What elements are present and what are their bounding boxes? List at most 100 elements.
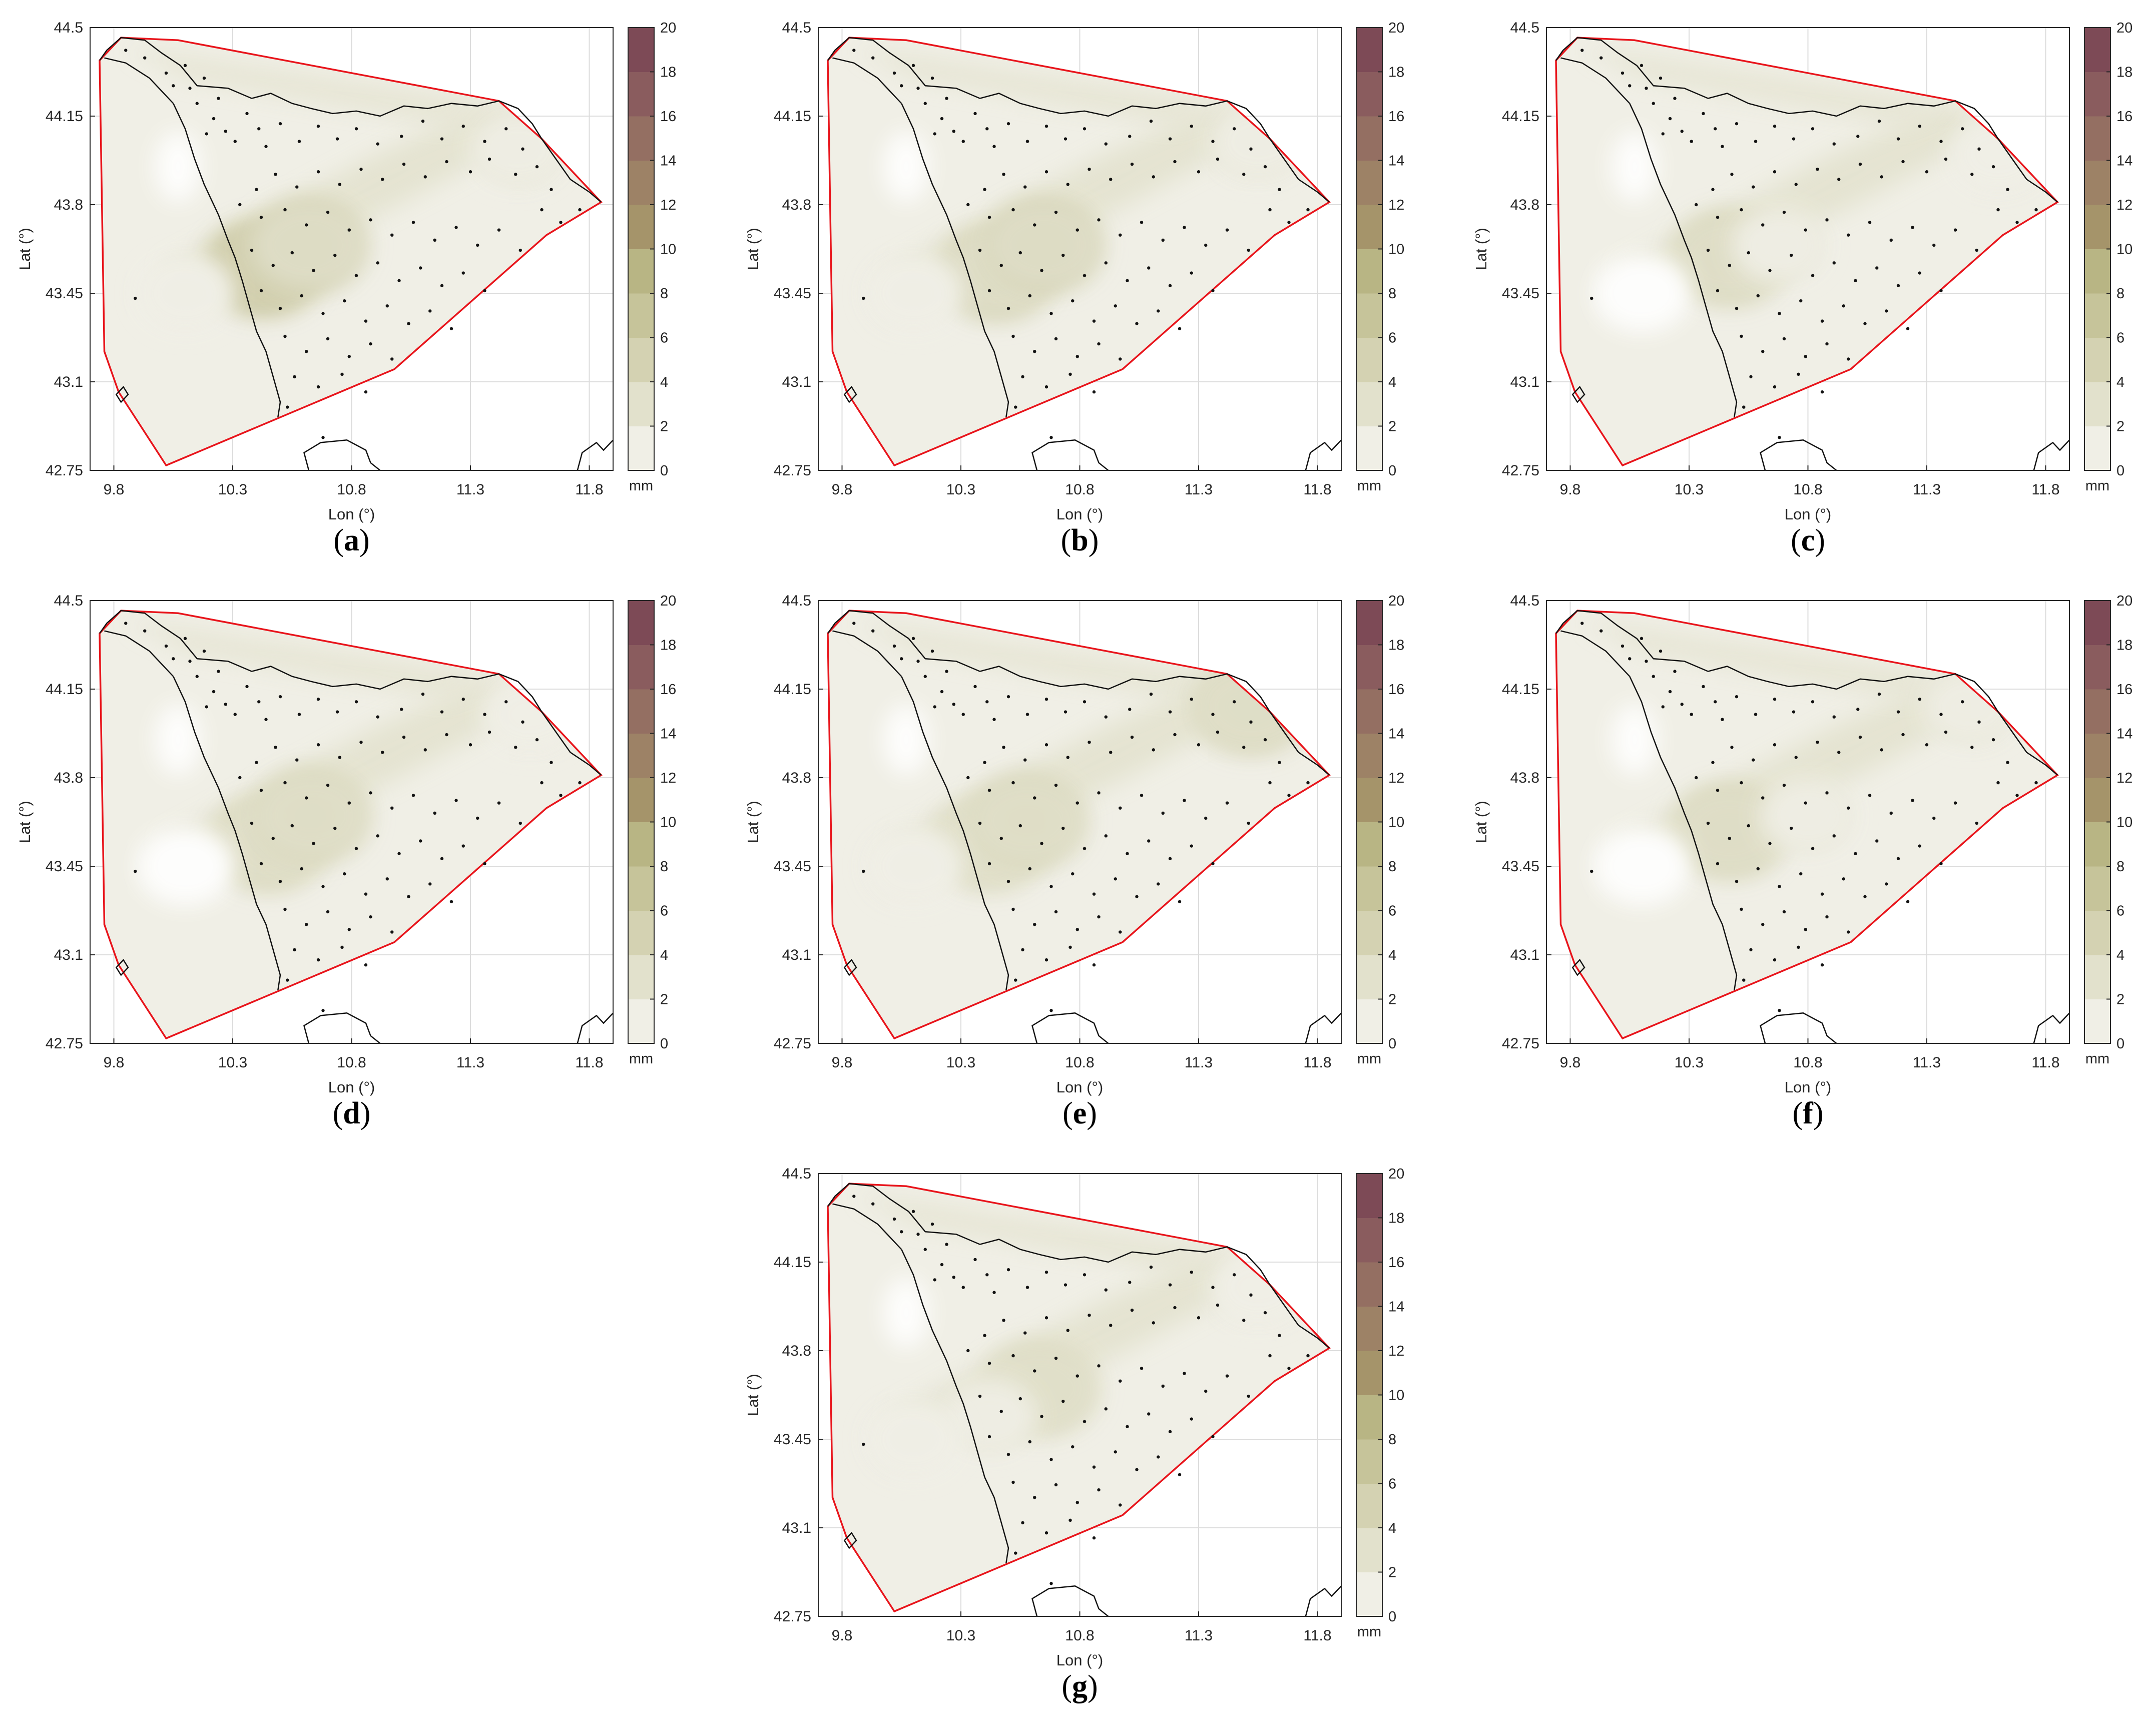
- station-point: [238, 203, 242, 207]
- station-point: [1816, 741, 1819, 744]
- colorbar-tick-label: 2: [2116, 992, 2124, 1008]
- colorbar-tick-label: 12: [1388, 770, 1404, 786]
- station-point: [390, 806, 394, 810]
- station-point: [978, 248, 982, 252]
- station-point: [871, 629, 875, 633]
- rain-map-g: 9.8 10.3 10.8 11.3 11.8 42.75 43.1 43.45 43.8 44.…: [744, 1166, 1404, 1669]
- station-point: [497, 801, 501, 805]
- station-point: [293, 948, 296, 952]
- colorbar-tick-label: 20: [2116, 20, 2132, 36]
- y-tick-label: 43.8: [1510, 770, 1539, 786]
- colorbar-unit-label: mm: [629, 478, 653, 494]
- station-point: [1885, 882, 1888, 886]
- colorbar-tick-label: 12: [660, 770, 676, 786]
- y-tick-label: 43.8: [782, 770, 811, 786]
- colorbar-tick-label: 8: [660, 286, 668, 302]
- station-point: [1773, 743, 1777, 747]
- panel-caption-letter: c: [1801, 523, 1815, 557]
- station-point: [1104, 715, 1108, 719]
- station-point: [1249, 147, 1253, 151]
- station-point: [1939, 862, 1943, 866]
- colorbar-tick-label: 14: [1388, 1299, 1404, 1315]
- station-point: [952, 1276, 955, 1279]
- coastline: [99, 610, 613, 1043]
- y-tick-label: 44.5: [54, 20, 83, 36]
- station-point: [224, 130, 227, 133]
- station-point: [1211, 1286, 1215, 1289]
- stations: [1580, 49, 2038, 439]
- station-point: [983, 761, 986, 764]
- colorbar-segment: [628, 293, 654, 338]
- station-point: [1190, 698, 1193, 701]
- station-point: [1268, 781, 1272, 785]
- station-point: [1749, 375, 1753, 379]
- x-tick-label: 10.3: [218, 481, 247, 498]
- rain-band-north: [126, 48, 494, 124]
- colorbar-tick-label: 10: [1388, 1388, 1404, 1404]
- station-point: [1875, 266, 1879, 270]
- station-point: [1216, 157, 1220, 161]
- station-point: [1119, 1379, 1122, 1383]
- y-tick-label: 43.1: [54, 947, 83, 963]
- station-point: [1190, 844, 1193, 848]
- station-point: [381, 751, 384, 754]
- colorbar-segment: [2084, 72, 2110, 117]
- colorbar-segment: [628, 249, 654, 294]
- station-point: [1856, 708, 1860, 711]
- colorbar-tick-label: 10: [1388, 815, 1404, 831]
- station-point: [305, 223, 308, 227]
- rain-field-e: [828, 611, 1330, 1038]
- coastline: [1555, 610, 2069, 1043]
- station-point: [1135, 1468, 1139, 1471]
- colorbar-tick-label: 16: [2116, 109, 2132, 125]
- station-point: [1066, 756, 1069, 759]
- station-point: [295, 758, 299, 762]
- station-point: [1832, 261, 1836, 265]
- rain-band-north: [854, 621, 1223, 697]
- station-point: [347, 928, 351, 931]
- x-axis-label: Lon (°): [1056, 1078, 1103, 1096]
- station-point: [945, 97, 948, 100]
- colorbar-tick-label: 4: [2116, 947, 2124, 963]
- station-point: [1130, 1308, 1134, 1312]
- station-point: [1889, 238, 1893, 242]
- station-point: [1854, 852, 1857, 855]
- colorbar-tick-label: 10: [2116, 242, 2132, 258]
- station-point: [1025, 1286, 1029, 1289]
- station-point: [1847, 233, 1850, 237]
- x-tick-label: 9.8: [832, 481, 853, 498]
- panel-caption-letter: b: [1071, 523, 1089, 557]
- station-point: [1263, 1311, 1267, 1315]
- y-tick-label: 42.75: [774, 1608, 811, 1625]
- colorbar-tick-label: 0: [2116, 1036, 2124, 1052]
- colorbar-tick-label: 10: [660, 815, 676, 831]
- station-point: [364, 963, 368, 967]
- station-point: [369, 218, 372, 222]
- station-point: [1088, 1314, 1091, 1317]
- stations: [124, 622, 582, 1012]
- station-point: [2015, 794, 2019, 797]
- colorbar-tick-label: 20: [1388, 20, 1404, 36]
- colorbar-segment: [1356, 866, 1382, 911]
- station-point: [1680, 703, 1684, 706]
- station-point: [540, 208, 544, 212]
- station-point: [1747, 824, 1750, 828]
- colorbar-tick-label: 2: [660, 992, 668, 1008]
- station-point: [535, 165, 539, 169]
- station-point: [1673, 97, 1677, 100]
- x-tick-label: 11.8: [2031, 481, 2059, 498]
- station-point: [521, 147, 524, 151]
- station-point: [1097, 791, 1101, 795]
- station-point: [1149, 1265, 1153, 1269]
- station-point: [1126, 279, 1129, 282]
- coastline: [1555, 37, 2069, 470]
- station-point: [1847, 357, 1850, 361]
- colorbar-segment: [2084, 645, 2110, 690]
- colorbar-tick-label: 20: [1388, 593, 1404, 609]
- station-point: [264, 145, 268, 148]
- station-point: [1097, 1488, 1101, 1492]
- station-point: [454, 799, 458, 802]
- station-point: [411, 794, 415, 797]
- station-point: [1049, 885, 1053, 888]
- station-point: [134, 869, 137, 873]
